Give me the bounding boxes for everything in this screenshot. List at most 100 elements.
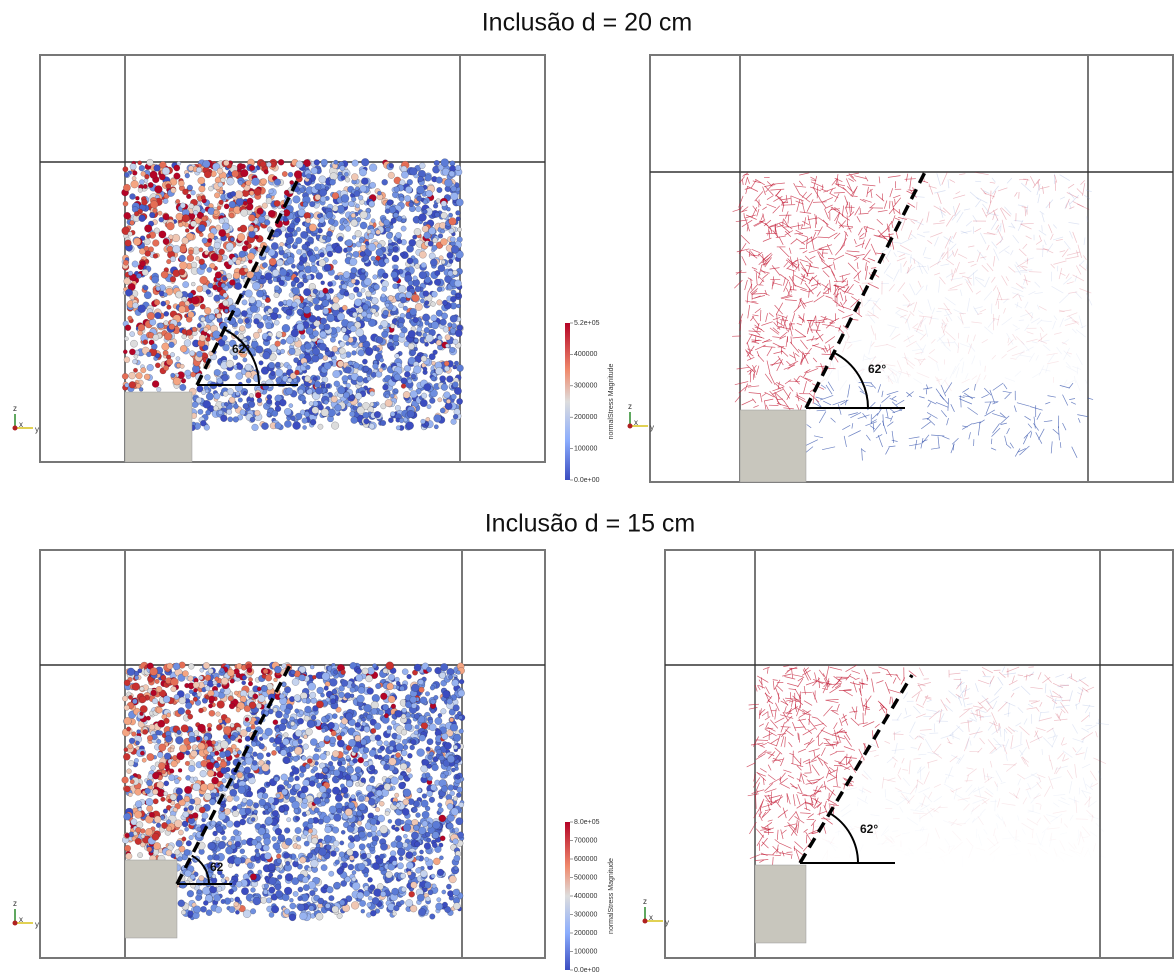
particle — [446, 398, 451, 404]
particle — [384, 208, 391, 214]
particle — [166, 245, 173, 252]
particle — [425, 190, 433, 198]
particle — [450, 296, 457, 303]
force-chain — [745, 250, 758, 259]
force-chain — [903, 260, 907, 267]
particle — [345, 177, 351, 183]
force-chain — [927, 265, 929, 271]
particle — [178, 180, 185, 187]
particle — [390, 271, 398, 279]
particle — [215, 224, 222, 231]
force-chain — [772, 282, 783, 286]
particle — [226, 795, 233, 803]
force-chain — [820, 188, 829, 193]
force-chain — [841, 205, 845, 216]
force-chain — [1040, 186, 1050, 190]
force-chain — [837, 404, 842, 415]
particle — [173, 172, 181, 180]
force-chain — [751, 300, 757, 303]
force-chain — [944, 379, 952, 392]
particle — [246, 271, 254, 279]
particle — [229, 279, 236, 286]
particle — [439, 318, 447, 326]
particle — [451, 245, 460, 254]
force-chain — [905, 173, 909, 182]
particle — [248, 677, 253, 682]
particle — [133, 237, 142, 246]
particle — [180, 345, 188, 353]
particle — [407, 343, 415, 350]
particle — [399, 252, 405, 257]
force-chain — [1054, 174, 1058, 183]
force-chain — [782, 204, 796, 206]
particle — [371, 297, 379, 305]
particle — [228, 396, 236, 404]
particle — [452, 338, 459, 345]
particle — [356, 375, 364, 383]
particle — [165, 183, 172, 189]
force-chain — [779, 274, 789, 281]
force-chain — [1059, 250, 1066, 253]
particle — [391, 254, 399, 263]
particle — [222, 292, 228, 298]
particle — [372, 274, 378, 280]
force-chain — [906, 340, 917, 348]
force-chain — [1024, 257, 1034, 261]
particle — [395, 835, 402, 842]
force-chain — [812, 343, 820, 347]
force-chain — [939, 394, 949, 405]
particle — [188, 165, 194, 172]
force-chain — [801, 267, 808, 275]
particle — [451, 323, 457, 329]
force-chain — [1038, 235, 1042, 241]
force-chain — [1066, 312, 1078, 318]
force-chain — [1030, 431, 1033, 438]
force-chain — [796, 238, 806, 245]
force-chain — [940, 263, 950, 267]
particle — [397, 862, 404, 870]
particle — [354, 230, 362, 238]
particle — [251, 177, 260, 186]
force-chain — [755, 199, 762, 207]
particle — [326, 250, 333, 258]
particle — [375, 248, 384, 257]
particle — [179, 261, 188, 270]
particle — [267, 210, 276, 218]
force-chain — [772, 342, 786, 350]
force-chain — [986, 244, 990, 251]
particle — [352, 235, 357, 240]
particle — [322, 287, 329, 294]
force-chain — [745, 177, 748, 185]
force-chain — [949, 179, 956, 183]
particle — [173, 164, 180, 172]
particle — [273, 231, 280, 238]
force-chain — [825, 295, 833, 299]
force-chain — [885, 407, 889, 418]
particle — [284, 420, 292, 428]
force-chain — [939, 276, 946, 285]
particle — [207, 238, 213, 243]
particle — [152, 253, 158, 259]
force-chain — [764, 184, 776, 187]
particle — [386, 232, 393, 239]
force-chain — [815, 315, 817, 324]
force-chain — [937, 436, 940, 449]
particle — [440, 212, 448, 220]
force-chain — [986, 200, 992, 214]
force-chain — [1017, 204, 1025, 207]
force-chain — [878, 228, 888, 237]
particle — [343, 391, 350, 399]
force-chain — [810, 176, 816, 180]
force-chain — [862, 198, 872, 203]
force-chain — [824, 204, 833, 209]
particle — [400, 225, 407, 232]
particle — [206, 392, 214, 401]
particle — [162, 213, 170, 221]
particle — [291, 263, 296, 269]
force-chain — [828, 360, 832, 372]
particle — [222, 276, 228, 281]
force-chain — [1059, 317, 1064, 328]
particle — [236, 363, 244, 370]
particle — [339, 341, 346, 348]
force-chain — [746, 342, 750, 350]
